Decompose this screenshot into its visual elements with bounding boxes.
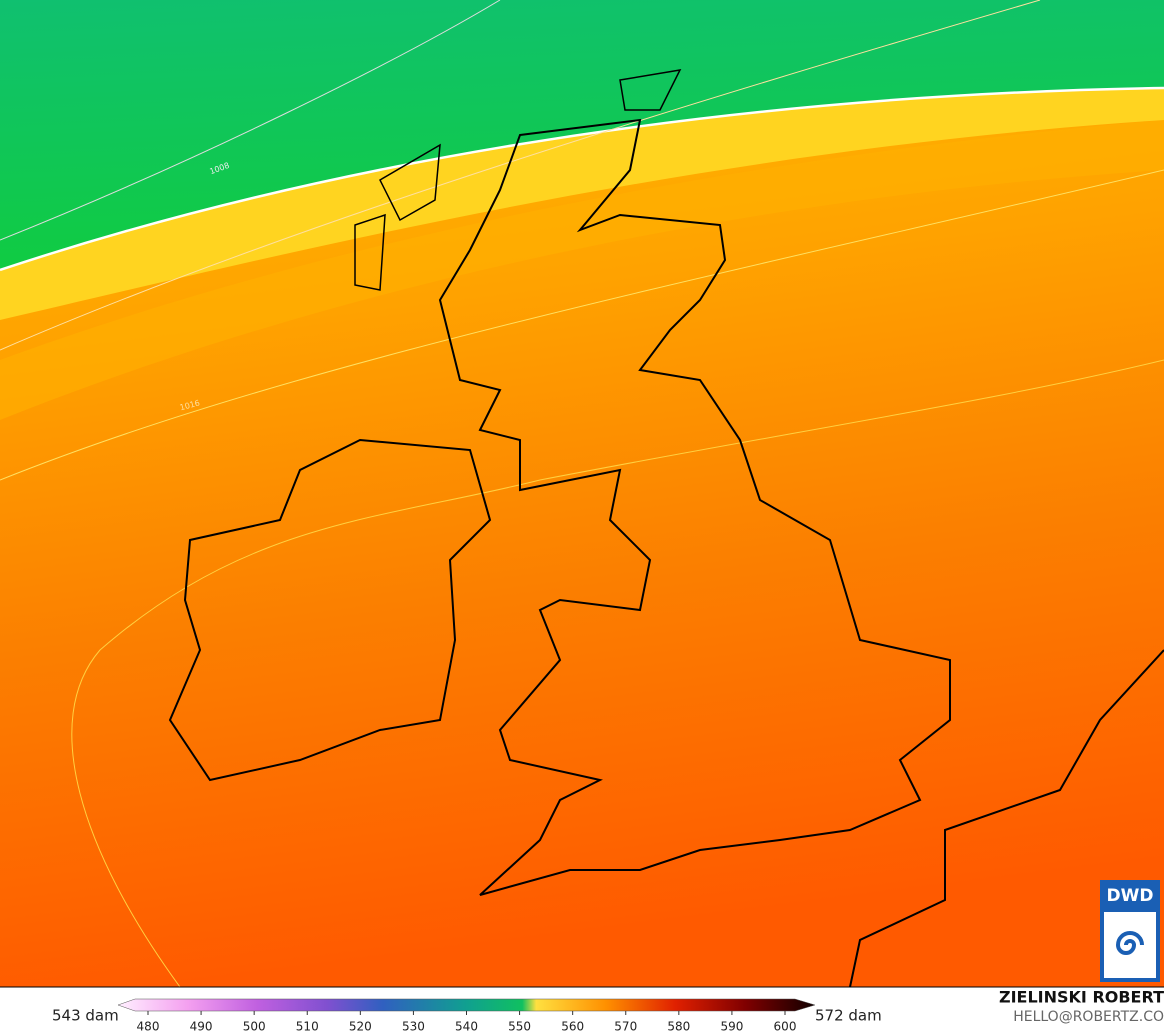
colorbar-tick-label: 520 — [349, 1020, 372, 1034]
isobar — [539, 359, 1164, 481]
islands-coast — [354, 69, 682, 291]
logo-panel — [1104, 912, 1156, 978]
colorbar-tick-label: 550 — [508, 1020, 531, 1034]
colorbar-tick-label: 540 — [455, 1020, 478, 1034]
colorbar-tick-label: 480 — [137, 1020, 160, 1034]
logo-text: DWD — [1107, 886, 1154, 906]
ireland-coast — [168, 438, 492, 782]
europe-coast — [849, 649, 1164, 988]
colorbar-max-label: 572 dam — [815, 1007, 882, 1025]
yellow-band — [0, 88, 1164, 320]
isobar — [0, 169, 1164, 481]
isobar — [0, 0, 1041, 351]
colorbar-ticks: 480 490 500 510 520 530 540 550 560 570 580 590 600 — [137, 1011, 797, 1034]
colorbar-tick-label: 570 — [614, 1020, 637, 1034]
colorbar-tick-label: 510 — [296, 1020, 319, 1034]
band — [0, 120, 1164, 420]
green-zone — [0, 0, 1164, 270]
colorbar-tick-label: 600 — [774, 1020, 797, 1034]
colorbar-tick-label: 590 — [720, 1020, 743, 1034]
isobar — [71, 479, 541, 988]
contour-line — [0, 86, 1164, 272]
colorbar-tick-label: 490 — [190, 1020, 213, 1034]
credit-name: ZIELINSKI ROBERT — [999, 988, 1164, 1007]
colorbar — [117, 998, 816, 1012]
great-britain-coast — [438, 118, 951, 896]
logo-swirl — [1115, 931, 1144, 955]
colorbar-tick-label: 500 — [243, 1020, 266, 1034]
colorbar-tick-label: 580 — [667, 1020, 690, 1034]
credit-contact: HELLO@ROBERTZ.CO — [1013, 1009, 1164, 1025]
isobar — [0, 0, 501, 241]
colorbar-tick-label: 560 — [561, 1020, 584, 1034]
map-area: 1008 1016 DWD — [0, 0, 1164, 988]
colorbar-min-label: 543 dam — [52, 1007, 119, 1025]
colorbar-tick-label: 530 — [402, 1020, 425, 1034]
